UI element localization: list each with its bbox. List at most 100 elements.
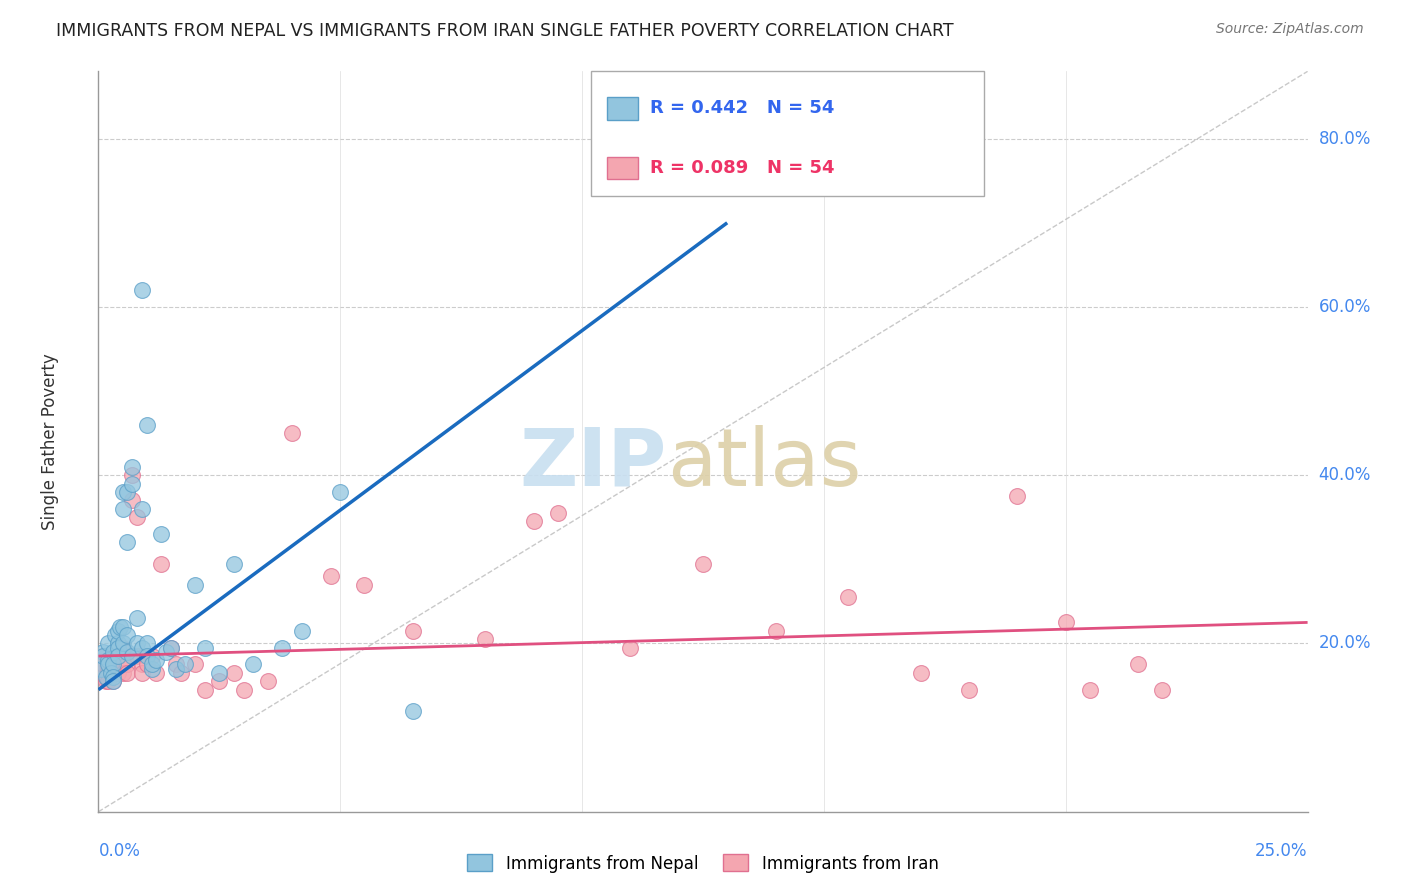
Point <box>150 557 173 571</box>
Point <box>329 485 352 500</box>
Point <box>135 417 157 432</box>
Point <box>765 624 787 638</box>
Point <box>547 506 569 520</box>
Point <box>97 657 120 672</box>
Point <box>111 636 134 650</box>
Text: R = 0.089   N = 54: R = 0.089 N = 54 <box>650 160 834 178</box>
Point <box>91 649 114 664</box>
Text: 20.0%: 20.0% <box>1319 634 1371 652</box>
Point <box>194 640 217 655</box>
Point <box>169 665 191 680</box>
Legend: Immigrants from Nepal, Immigrants from Iran: Immigrants from Nepal, Immigrants from I… <box>461 847 945 880</box>
Point <box>97 665 120 680</box>
Text: ZIP: ZIP <box>519 425 666 503</box>
Text: atlas: atlas <box>666 425 860 503</box>
Point <box>135 649 157 664</box>
Point <box>94 674 117 689</box>
Point <box>108 619 131 633</box>
Point <box>184 657 207 672</box>
Point <box>174 657 197 672</box>
Point <box>117 485 139 500</box>
Point <box>117 628 139 642</box>
Point <box>111 501 134 516</box>
Point <box>117 535 139 549</box>
Point <box>94 670 117 684</box>
Point <box>91 657 114 672</box>
Point <box>127 649 149 664</box>
Point <box>101 670 124 684</box>
Point <box>184 577 207 591</box>
Point <box>141 657 163 672</box>
Point <box>121 476 143 491</box>
Point <box>256 674 278 689</box>
Text: 40.0%: 40.0% <box>1319 467 1371 484</box>
Point <box>131 501 153 516</box>
Point <box>107 636 129 650</box>
Point <box>165 662 187 676</box>
Point <box>290 624 312 638</box>
Point <box>281 426 304 441</box>
Point <box>837 590 859 604</box>
Point <box>97 653 120 667</box>
Point <box>222 557 245 571</box>
Point <box>135 636 157 650</box>
Point <box>131 640 153 655</box>
Point <box>107 640 129 655</box>
Point <box>619 640 641 655</box>
Point <box>97 662 120 676</box>
Point <box>111 665 134 680</box>
Point <box>1152 682 1174 697</box>
Point <box>97 674 120 689</box>
Point <box>135 657 157 672</box>
Point <box>101 657 124 672</box>
Point <box>319 569 342 583</box>
Text: 25.0%: 25.0% <box>1256 842 1308 860</box>
Point <box>165 657 187 672</box>
Point <box>1128 657 1150 672</box>
Point <box>127 510 149 524</box>
Point <box>127 611 149 625</box>
Point <box>145 653 167 667</box>
Point <box>141 649 163 664</box>
Point <box>523 515 546 529</box>
Point <box>111 619 134 633</box>
Text: R = 0.442   N = 54: R = 0.442 N = 54 <box>650 99 834 118</box>
Point <box>127 636 149 650</box>
Point <box>402 624 425 638</box>
Point <box>160 640 183 655</box>
Point <box>97 636 120 650</box>
Point <box>117 645 139 659</box>
Point <box>90 662 112 676</box>
Point <box>155 645 177 659</box>
Point <box>957 682 980 697</box>
Point <box>107 649 129 664</box>
Point <box>111 485 134 500</box>
Point <box>107 665 129 680</box>
Point <box>692 557 714 571</box>
Point <box>107 624 129 638</box>
Point <box>104 628 127 642</box>
Point <box>353 577 375 591</box>
Point <box>101 674 124 689</box>
Point <box>222 665 245 680</box>
Point <box>1054 615 1077 630</box>
Point <box>150 527 173 541</box>
Point <box>117 665 139 680</box>
Text: IMMIGRANTS FROM NEPAL VS IMMIGRANTS FROM IRAN SINGLE FATHER POVERTY CORRELATION : IMMIGRANTS FROM NEPAL VS IMMIGRANTS FROM… <box>56 22 953 40</box>
Point <box>117 657 139 672</box>
Point <box>271 640 294 655</box>
Point <box>242 657 264 672</box>
Point <box>910 665 932 680</box>
Point <box>121 468 143 483</box>
Point <box>111 640 134 655</box>
Point <box>1007 489 1029 503</box>
Point <box>91 645 114 659</box>
Point <box>101 665 124 680</box>
Point <box>1078 682 1101 697</box>
Point <box>111 657 134 672</box>
Point <box>90 665 112 680</box>
Point <box>107 649 129 664</box>
Point <box>232 682 254 697</box>
Point <box>131 657 153 672</box>
Point <box>402 704 425 718</box>
